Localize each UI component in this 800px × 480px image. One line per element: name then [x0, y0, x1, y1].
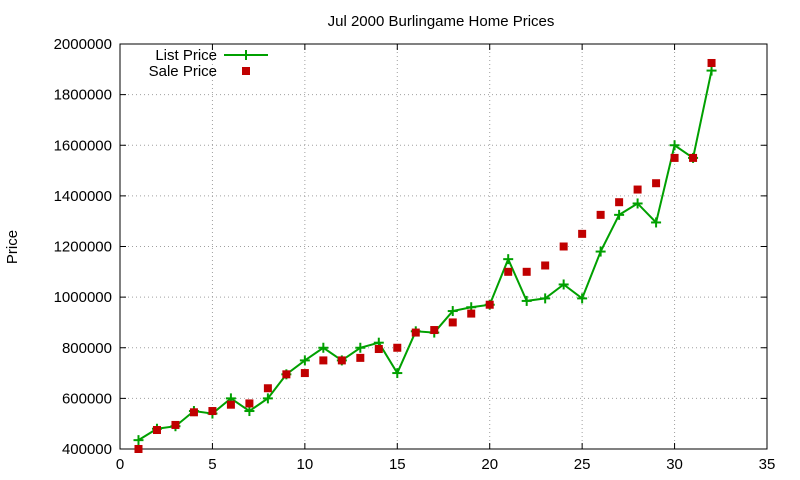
sale-price-point [208, 407, 217, 416]
x-tick-label: 35 [759, 456, 776, 473]
list-price-point [521, 295, 532, 306]
list-price-point [318, 342, 329, 353]
sale-price-point [337, 356, 346, 365]
sale-price-point [226, 400, 235, 409]
legend-label: List Price [155, 47, 217, 64]
axis-ticks: 0 5 10 15 20 25 30 35 400000 600000 800000 1000000 1… [54, 36, 776, 473]
sale-price-point [467, 309, 476, 318]
sale-price-point [541, 261, 550, 270]
list-price-point [540, 293, 551, 304]
x-tick-label: 10 [297, 456, 314, 473]
sale-price-point [615, 198, 624, 207]
sale-price-point [245, 399, 254, 408]
legend-item-list-price: List Price [155, 47, 268, 64]
sale-price-point [282, 370, 291, 379]
sale-price-series [134, 58, 716, 453]
y-axis-label: Price [4, 230, 21, 264]
y-tick-label: 400000 [62, 441, 112, 458]
sale-price-point [319, 356, 328, 365]
legend-label: Sale Price [149, 63, 217, 80]
y-tick-label: 600000 [62, 390, 112, 407]
x-tick-label: 5 [208, 456, 216, 473]
sale-price-point [578, 229, 587, 238]
y-tick-label: 2000000 [54, 36, 112, 53]
x-tick-label: 25 [574, 456, 591, 473]
sale-price-point [189, 408, 198, 417]
sale-price-point [152, 426, 161, 435]
legend-marker [241, 50, 251, 60]
list-price-point [595, 246, 606, 257]
list-price-point [669, 140, 680, 151]
list-price-point [355, 342, 366, 353]
x-tick-label: 0 [116, 456, 124, 473]
list-price-point [392, 368, 403, 379]
list-price-line [137, 70, 713, 441]
sale-price-point [559, 242, 568, 251]
list-price-point [244, 406, 255, 417]
x-tick-label: 15 [389, 456, 406, 473]
list-price-point [503, 254, 514, 265]
y-tick-label: 1800000 [54, 87, 112, 104]
x-tick-label: 20 [481, 456, 498, 473]
legend-marker [242, 67, 250, 75]
sale-price-point [430, 326, 439, 335]
list-price-point [133, 435, 144, 446]
y-tick-label: 1600000 [54, 137, 112, 154]
sale-price-point [134, 445, 143, 453]
sale-price-point [171, 420, 180, 429]
sale-price-point [300, 369, 309, 378]
list-price-point [706, 65, 717, 76]
sale-price-point [448, 318, 457, 327]
list-price-point [614, 209, 625, 220]
sale-price-point [504, 267, 513, 276]
y-tick-label: 1400000 [54, 188, 112, 205]
y-tick-label: 1000000 [54, 289, 112, 306]
list-price-series [133, 65, 717, 446]
plot-frame [119, 43, 768, 450]
x-tick-label: 30 [666, 456, 683, 473]
y-tick-label: 1200000 [54, 239, 112, 256]
list-price-point [558, 279, 569, 290]
sale-price-point [633, 185, 642, 194]
list-price-point [577, 293, 588, 304]
sale-price-point [485, 300, 494, 309]
list-price-point [299, 355, 310, 366]
sale-price-point [374, 345, 383, 354]
list-price-point [262, 393, 273, 404]
sale-price-point [393, 343, 402, 352]
series-layer [133, 58, 717, 453]
list-price-point [651, 217, 662, 228]
legend-item-sale-price: Sale Price [149, 63, 250, 80]
grid [120, 44, 767, 449]
list-price-point [632, 198, 643, 209]
sale-price-point [596, 210, 605, 219]
y-tick-label: 800000 [62, 340, 112, 357]
chart-title: Jul 2000 Burlingame Home Prices [328, 13, 555, 30]
list-price-point [447, 306, 458, 317]
sale-price-point [411, 328, 420, 337]
sale-price-point [522, 267, 531, 276]
sale-price-point [670, 153, 679, 162]
sale-price-point [707, 58, 716, 67]
sale-price-point [356, 353, 365, 362]
sale-price-point [652, 179, 661, 188]
sale-price-point [263, 384, 272, 393]
sale-price-point [689, 153, 698, 162]
